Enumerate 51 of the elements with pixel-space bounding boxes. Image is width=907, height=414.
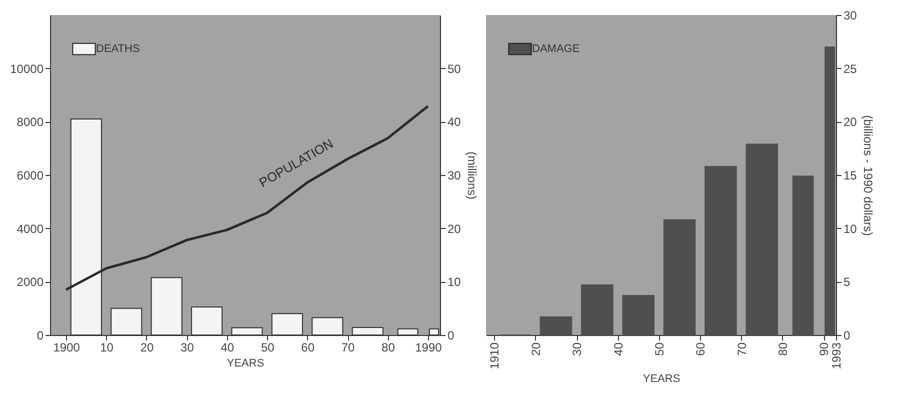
- y-tick-label: 15: [844, 168, 858, 182]
- bar: [540, 316, 572, 336]
- y2-tick-label: 10: [448, 275, 462, 290]
- y-tick-label: 8000: [16, 115, 44, 130]
- y-axis-title: (billions - 1990 dollars): [860, 115, 875, 236]
- x-tick-label: 40: [611, 342, 626, 356]
- bar: [704, 166, 737, 336]
- y-tick-label: 10: [844, 222, 858, 236]
- y-tick-label: 2000: [16, 275, 44, 290]
- x-tick-label: 1990: [415, 340, 442, 354]
- bar: [746, 144, 778, 336]
- y2-tick-label: 40: [448, 115, 462, 130]
- y-tick-label: 6000: [16, 168, 44, 182]
- y2-tick-label: 50: [448, 62, 462, 76]
- legend-label: DEATHS: [96, 43, 140, 55]
- x-tick-label: 80: [382, 340, 396, 354]
- legend-label: DAMAGE: [532, 43, 580, 55]
- x-tick-label: 20: [140, 340, 154, 354]
- bar: [622, 295, 654, 336]
- x-tick-label: 90: [817, 342, 832, 356]
- y-tick-label: 30: [844, 8, 858, 22]
- y2-tick-label: 30: [448, 168, 462, 182]
- y2-tick-label: 20: [448, 222, 462, 236]
- y-tick-label: 10000: [10, 62, 44, 76]
- y-tick-label: 25: [844, 62, 858, 76]
- y-tick-label: 0: [844, 328, 850, 342]
- x-tick-label: 60: [694, 342, 708, 356]
- x-tick-label: 40: [220, 340, 234, 354]
- x-tick-label: 60: [301, 340, 315, 354]
- bar: [663, 219, 696, 336]
- y-tick-label: 5: [844, 275, 850, 290]
- x-tick-label: 10: [100, 340, 114, 354]
- y2-axis-title: (millions): [464, 152, 479, 200]
- x-tick-label: 30: [180, 340, 194, 354]
- x-tick-label: 20: [528, 342, 543, 356]
- x-tick-label: 50: [260, 340, 275, 354]
- y-tick-label: 20: [844, 115, 858, 130]
- bar: [581, 284, 614, 336]
- x-axis-title: YEARS: [642, 373, 680, 386]
- x-tick-label: 70: [341, 340, 356, 354]
- x-axis-title: YEARS: [226, 358, 264, 370]
- y-tick-label: 0: [36, 328, 44, 342]
- x-tick-label: 1993: [830, 342, 844, 370]
- x-tick-label: 80: [776, 342, 790, 356]
- x-tick-label: 1900: [53, 340, 80, 354]
- x-tick-label: 30: [570, 342, 584, 356]
- x-tick-label: 1910: [488, 342, 502, 370]
- x-tick-label: 70: [734, 342, 749, 356]
- y-tick-label: 4000: [16, 222, 44, 236]
- x-tick-label: 50: [652, 342, 666, 356]
- y2-tick-label: 0: [448, 328, 454, 342]
